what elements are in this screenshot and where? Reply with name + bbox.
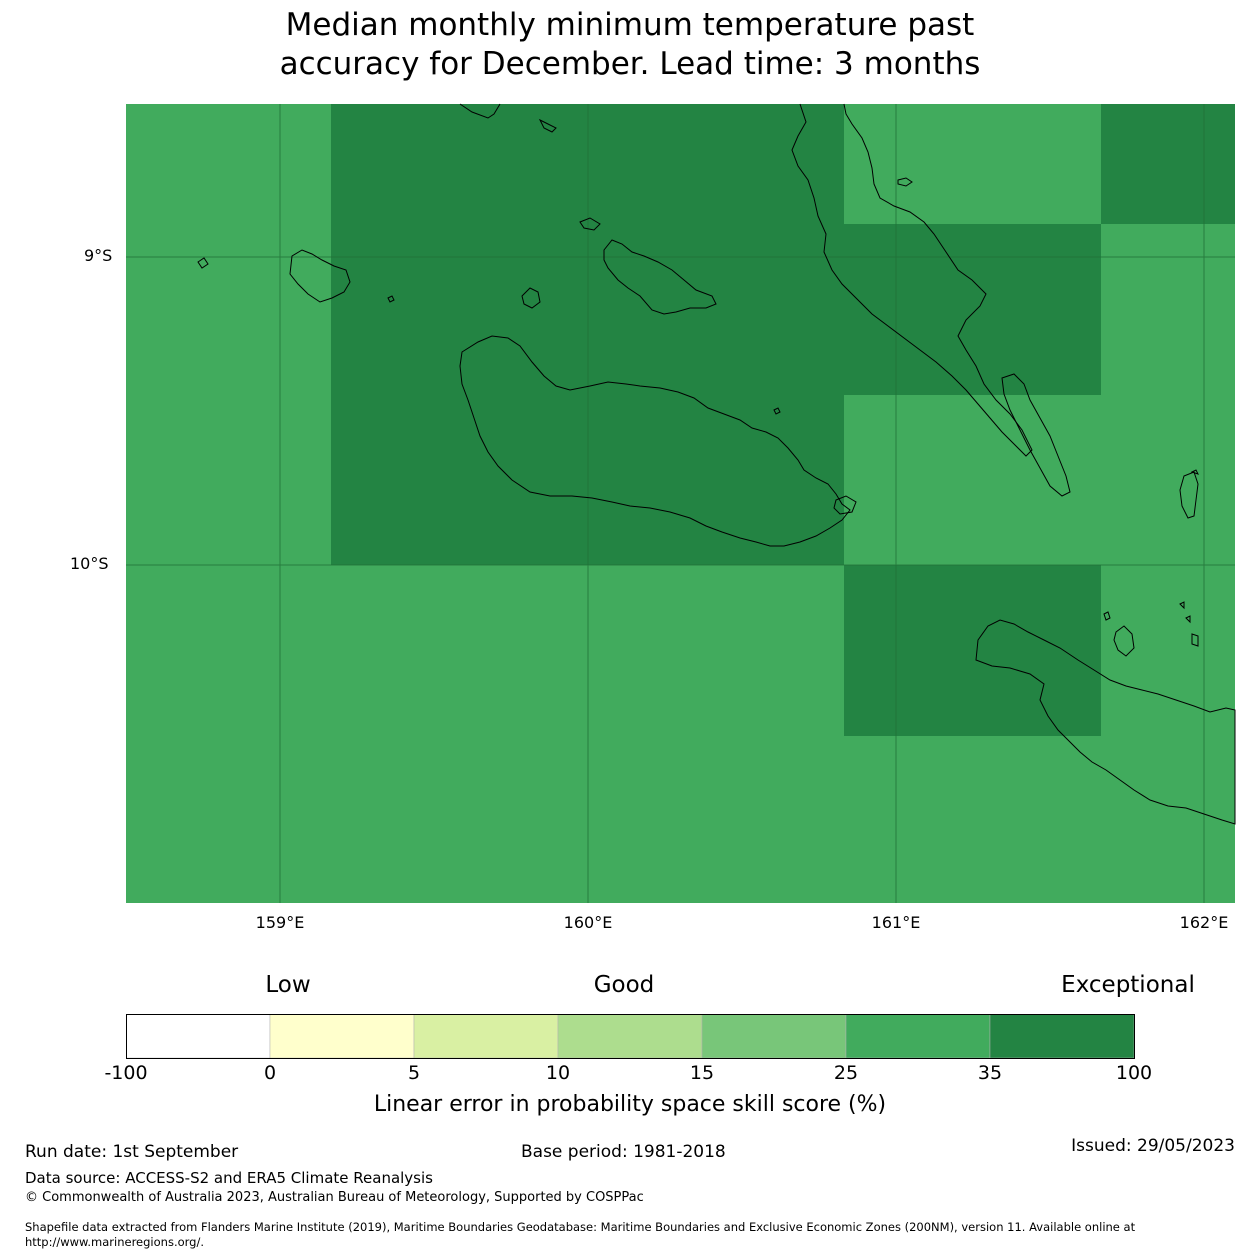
title-line-1: Median monthly minimum temperature past: [285, 7, 975, 43]
coastlines: [197, 103, 1236, 825]
islet-coastline: [897, 177, 913, 187]
lon-label-159e: 159°E: [255, 913, 305, 932]
issued-date: Issued: 29/05/2023: [1071, 1136, 1235, 1156]
colorbar: [126, 1014, 1135, 1059]
colorbar-tick: 0: [263, 1062, 277, 1084]
makira-coastline: [975, 619, 1236, 825]
colorbar-tick: 10: [545, 1062, 571, 1084]
data-source: Data source: ACCESS-S2 and ERA5 Climate …: [25, 1169, 433, 1187]
title-line-2: accuracy for December. Lead time: 3 mont…: [279, 46, 981, 82]
guadalcanal-coastline: [459, 335, 851, 547]
islet-coastline: [1103, 611, 1111, 621]
islet-coastline: [1190, 469, 1199, 475]
shapefile-credit-line2: http://www.marineregions.org/.: [25, 1235, 204, 1249]
colorbar-tick: 25: [833, 1062, 859, 1084]
category-good: Good: [593, 972, 655, 998]
islet-coastline: [579, 217, 601, 231]
gridlines: [126, 104, 1235, 903]
lon-label-162e: 162°E: [1179, 913, 1229, 932]
shapefile-credit-line1: Shapefile data extracted from Flanders M…: [25, 1220, 1136, 1234]
russell-islands-coastline: [289, 249, 351, 303]
colorbar-segment: [413, 1014, 559, 1059]
category-exceptional: Exceptional: [1061, 972, 1195, 998]
copyright: © Commonwealth of Australia 2023, Austra…: [25, 1190, 644, 1205]
base-period: Base period: 1981-2018: [521, 1142, 726, 1162]
islet-coastline: [197, 257, 209, 269]
colorbar-segment: [269, 1014, 415, 1059]
colorbar-segment: [845, 1014, 991, 1059]
islet-coastline: [1191, 633, 1199, 647]
islet-coastline: [1179, 601, 1185, 610]
colorbar-tick: 100: [1115, 1062, 1153, 1084]
colorbar-frame: [126, 1014, 1135, 1059]
lat-label-9s: 9°S: [84, 246, 113, 265]
uki-island-coastline: [1113, 625, 1135, 657]
colorbar-tick: 35: [977, 1062, 1003, 1084]
category-low: Low: [265, 972, 311, 998]
colorbar-segment: [989, 1014, 1135, 1059]
malaita-coastline: [791, 103, 1033, 457]
chart-title: Median monthly minimum temperature past …: [0, 6, 1260, 84]
colorbar-tick: -100: [104, 1062, 148, 1084]
nggela-island-coastline: [603, 239, 717, 315]
savo-island-coastline: [521, 287, 541, 309]
colorbar-label: Linear error in probability space skill …: [373, 1092, 887, 1117]
colorbar-segment: [126, 1014, 271, 1059]
lon-label-160e: 160°E: [563, 913, 613, 932]
colorbar-tick: 15: [689, 1062, 715, 1084]
islet-coastline: [773, 407, 781, 415]
islet-coastline: [538, 118, 557, 133]
exceptional-cell: [844, 565, 1101, 736]
run-date: Run date: 1st September: [25, 1142, 239, 1162]
exceptional-cell: [844, 224, 1101, 395]
ulawa-coastline: [1179, 471, 1199, 519]
small-malaita-coastline: [1001, 373, 1071, 497]
islet-coastline: [387, 295, 395, 303]
lon-label-161e: 161°E: [871, 913, 921, 932]
lat-label-10s: 10°S: [70, 554, 109, 573]
colorbar-tick: 5: [407, 1062, 421, 1084]
colorbar-segment: [701, 1014, 847, 1059]
skill-map: [126, 103, 1236, 903]
colorbar-segment: [557, 1014, 703, 1059]
exceptional-cell: [1101, 104, 1235, 224]
islet-coastline: [833, 495, 857, 515]
islet-coastline: [1185, 615, 1191, 624]
florida-north-coastline: [459, 103, 501, 119]
